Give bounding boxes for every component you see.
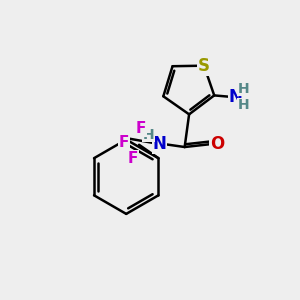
Text: H: H [238, 82, 250, 96]
Text: F: F [128, 151, 138, 166]
Text: H: H [238, 98, 250, 112]
Text: F: F [118, 135, 129, 150]
Text: N: N [152, 135, 166, 153]
Text: F: F [135, 121, 146, 136]
Text: N: N [229, 88, 243, 106]
Text: O: O [210, 135, 224, 153]
Text: S: S [198, 57, 210, 75]
Text: H: H [143, 128, 155, 142]
